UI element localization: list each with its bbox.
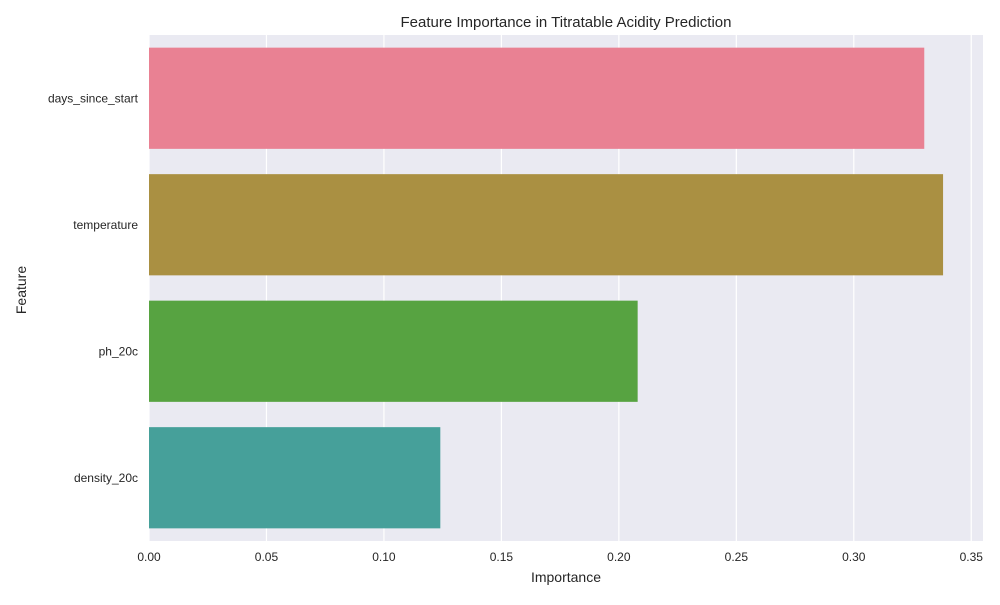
x-tick-label: 0.05 bbox=[255, 550, 279, 564]
x-tick-label: 0.20 bbox=[607, 550, 631, 564]
x-tick-label: 0.00 bbox=[137, 550, 161, 564]
y-tick-label: days_since_start bbox=[48, 91, 139, 105]
y-tick-labels: days_since_start temperature ph_20cdensity… bbox=[48, 91, 139, 485]
bar-ph-20c bbox=[149, 300, 638, 402]
y-tick-label: density_20c bbox=[74, 471, 138, 485]
y-axis-label: Feature bbox=[13, 266, 29, 314]
bar-days-since-start bbox=[149, 47, 925, 149]
x-tick-label: 0.35 bbox=[960, 550, 984, 564]
x-axis-label: Importance bbox=[531, 569, 601, 585]
x-tick-label: 0.10 bbox=[372, 550, 396, 564]
y-tick-label: ph_20c bbox=[99, 344, 138, 358]
x-tick-labels: 0.00 0.05 0.10 0.15 0.20 0.25 0.30 0.35 bbox=[137, 550, 983, 564]
y-tick-label: temperature bbox=[73, 218, 138, 232]
bars bbox=[149, 47, 944, 529]
chart-title: Feature Importance in Titratable Acidity… bbox=[401, 14, 732, 31]
x-tick-label: 0.25 bbox=[725, 550, 749, 564]
bar-density-20c bbox=[149, 427, 441, 529]
x-tick-label: 0.15 bbox=[490, 550, 514, 564]
bar-temperature bbox=[149, 174, 944, 276]
x-tick-label: 0.30 bbox=[842, 550, 866, 564]
